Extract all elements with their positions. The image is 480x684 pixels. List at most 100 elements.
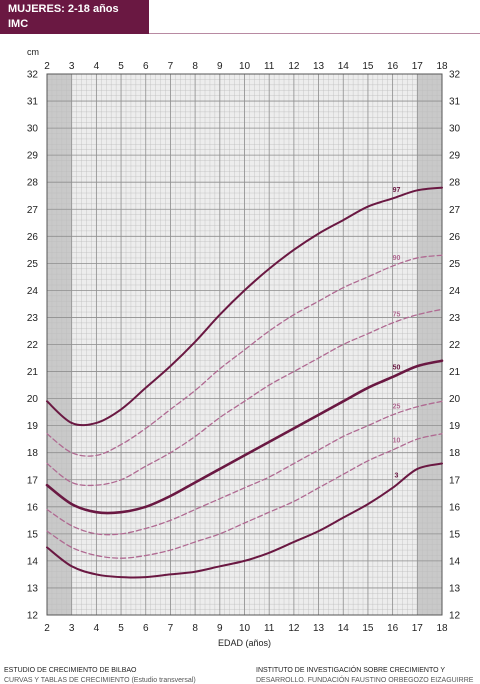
y-tick-label-right: 20	[449, 394, 461, 405]
x-tick-label-bottom: 13	[313, 623, 325, 634]
percentile-label-p3: 3	[395, 472, 399, 479]
footer-source-left: ESTUDIO DE CRECIMIENTO DE BILBAO	[4, 667, 137, 674]
y-tick-label-left: 19	[27, 421, 39, 432]
percentile-label-p10: 10	[393, 438, 401, 445]
y-tick-label-left: 23	[27, 313, 39, 324]
percentile-curve-p3	[46, 462, 443, 579]
chart-title: MUJERES: 2-18 años	[8, 3, 119, 15]
x-tick-label-top: 8	[192, 61, 198, 72]
y-tick-label-left: 30	[27, 124, 39, 135]
y-tick-label-right: 27	[449, 205, 461, 216]
x-tick-label-bottom: 2	[44, 623, 50, 634]
y-tick-label-right: 18	[449, 448, 461, 459]
y-tick-label-left: 31	[27, 97, 39, 108]
x-tick-label-bottom: 8	[192, 623, 198, 634]
y-tick-label-right: 15	[449, 529, 461, 540]
x-tick-label-top: 3	[69, 61, 75, 72]
x-tick-label-bottom: 15	[362, 623, 374, 634]
x-tick-label-top: 5	[118, 61, 124, 72]
x-tick-label-bottom: 18	[436, 623, 448, 634]
y-tick-label-right: 22	[449, 340, 461, 351]
x-tick-label-top: 10	[239, 61, 251, 72]
y-tick-label-left: 22	[27, 340, 39, 351]
x-tick-label-bottom: 17	[412, 623, 424, 634]
y-axis-unit-label: cm	[27, 47, 39, 57]
y-tick-label-left: 12	[27, 611, 39, 622]
footer-source-right: INSTITUTO DE INVESTIGACIÓN SOBRE CRECIMI…	[256, 667, 446, 674]
x-tick-label-bottom: 12	[288, 623, 300, 634]
plot-frame	[46, 73, 443, 616]
x-tick-label-bottom: 9	[217, 623, 223, 634]
x-tick-label-bottom: 6	[143, 623, 149, 634]
y-tick-label-right: 26	[449, 232, 461, 243]
x-tick-label-bottom: 11	[264, 623, 275, 634]
y-tick-label-right: 16	[449, 502, 461, 513]
y-tick-label-right: 31	[449, 97, 461, 108]
x-tick-label-bottom: 5	[118, 623, 124, 634]
percentile-label-p97: 97	[393, 187, 401, 194]
percentile-label-p75: 75	[393, 312, 401, 319]
x-tick-label-bottom: 3	[69, 623, 75, 634]
y-tick-label-left: 20	[27, 394, 39, 405]
percentile-curve-p90	[46, 254, 443, 457]
y-tick-label-left: 26	[27, 232, 39, 243]
percentile-curve-p10	[46, 433, 443, 559]
header-divider	[149, 33, 480, 34]
percentile-curve-p97	[46, 186, 443, 427]
y-tick-label-left: 29	[27, 151, 39, 162]
y-tick-label-left: 28	[27, 178, 39, 189]
y-tick-label-left: 18	[27, 448, 39, 459]
y-tick-label-left: 27	[27, 205, 39, 216]
x-tick-label-top: 7	[168, 61, 174, 72]
y-tick-label-left: 21	[27, 367, 39, 378]
x-tick-label-top: 2	[44, 61, 50, 72]
y-tick-label-left: 15	[27, 529, 39, 540]
y-tick-label-right: 14	[449, 556, 461, 567]
percentile-curve-p75	[46, 308, 443, 487]
x-tick-label-bottom: 10	[239, 623, 251, 634]
y-tick-label-left: 14	[27, 556, 39, 567]
y-tick-label-right: 28	[449, 178, 461, 189]
x-tick-label-top: 4	[94, 61, 100, 72]
x-tick-label-top: 14	[338, 61, 350, 72]
y-tick-label-left: 24	[27, 286, 39, 297]
x-tick-label-bottom: 16	[387, 623, 399, 634]
y-tick-label-right: 25	[449, 259, 461, 270]
y-tick-label-right: 23	[449, 313, 461, 324]
percentile-label-p50: 50	[393, 365, 401, 372]
x-axis-label: EDAD (años)	[218, 638, 271, 648]
x-tick-label-bottom: 7	[168, 623, 174, 634]
y-tick-label-left: 25	[27, 259, 39, 270]
y-tick-label-right: 19	[449, 421, 461, 432]
x-tick-label-top: 13	[313, 61, 325, 72]
x-tick-label-bottom: 14	[338, 623, 350, 634]
y-tick-label-right: 12	[449, 611, 461, 622]
x-tick-label-top: 15	[362, 61, 374, 72]
chart-subtitle: IMC	[8, 18, 29, 30]
y-tick-label-left: 17	[27, 475, 39, 486]
y-tick-label-right: 13	[449, 583, 461, 594]
y-tick-label-left: 13	[27, 583, 39, 594]
x-tick-label-top: 11	[264, 61, 275, 72]
y-tick-label-left: 16	[27, 502, 39, 513]
x-tick-label-top: 18	[436, 61, 448, 72]
percentile-curve-p25	[46, 400, 443, 536]
y-tick-label-left: 32	[27, 70, 39, 81]
x-tick-label-bottom: 4	[94, 623, 100, 634]
y-tick-label-right: 32	[449, 70, 461, 81]
major-grid	[46, 73, 443, 616]
x-tick-label-top: 16	[387, 61, 399, 72]
percentile-curve-p50	[45, 359, 444, 515]
x-tick-label-top: 12	[288, 61, 300, 72]
x-tick-label-top: 17	[412, 61, 424, 72]
percentile-label-p90: 90	[393, 255, 401, 262]
percentile-label-p25: 25	[393, 404, 401, 411]
x-tick-label-top: 6	[143, 61, 149, 72]
y-tick-label-right: 30	[449, 124, 461, 135]
y-tick-label-right: 21	[449, 367, 461, 378]
y-tick-label-right: 24	[449, 286, 461, 297]
chart-header: MUJERES: 2-18 años IMC	[0, 0, 149, 34]
x-tick-label-top: 9	[217, 61, 223, 72]
y-tick-label-right: 17	[449, 475, 461, 486]
